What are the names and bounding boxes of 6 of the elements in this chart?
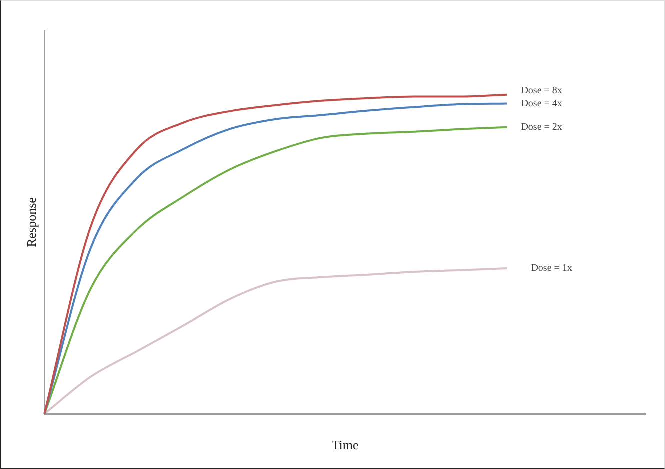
text: Dose = 1x [531, 263, 572, 274]
series-label: Dose = 2x [521, 122, 562, 134]
series-label: Dose = 8x [521, 85, 562, 96]
y-axis-title: Response [24, 197, 40, 248]
series-label: Dose = 4x [521, 98, 562, 110]
x-axis-title: Time [332, 438, 360, 453]
